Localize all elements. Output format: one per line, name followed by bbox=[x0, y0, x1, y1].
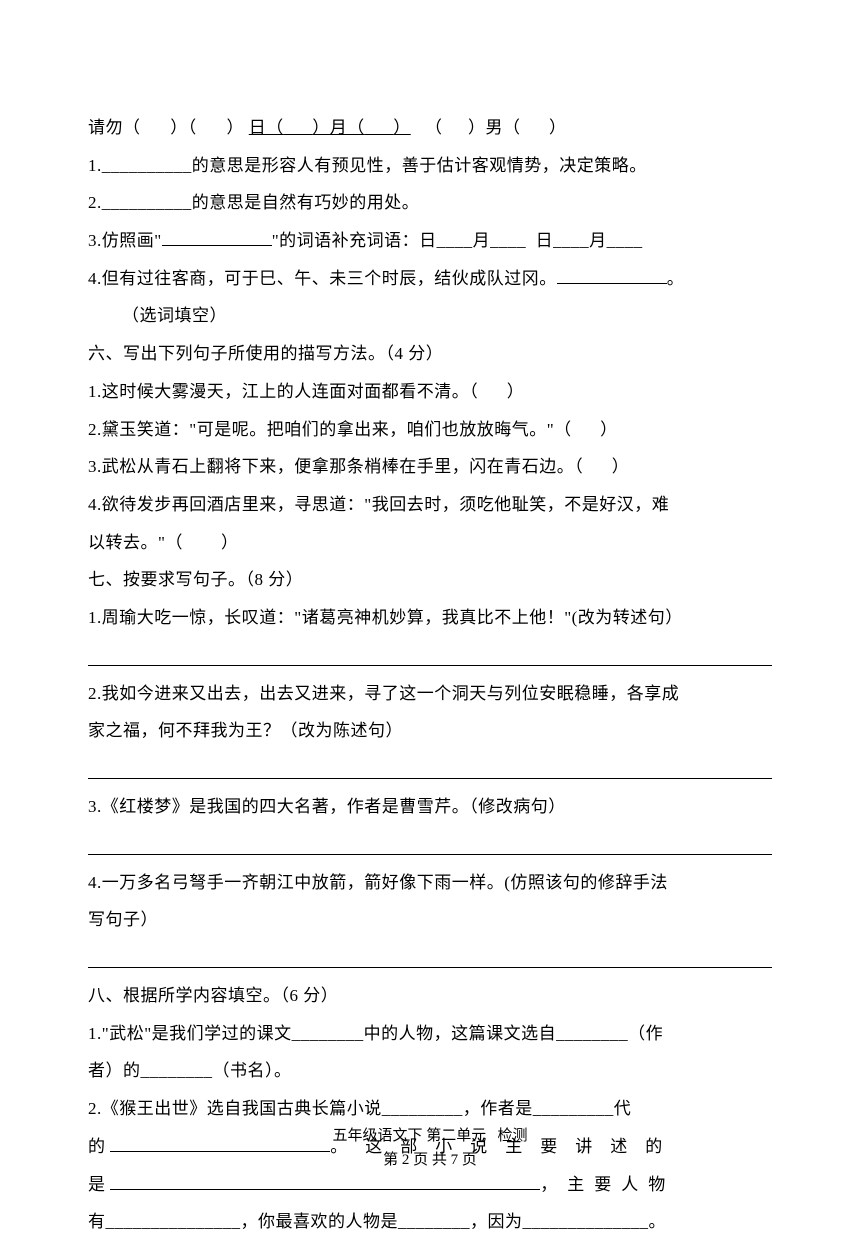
q3-blank[interactable] bbox=[162, 229, 272, 246]
s6-3: 3.武松从青石上翻将下来，便拿那条梢棒在手里，闪在青石边。（ ） bbox=[88, 449, 772, 485]
s7-2a: 2.我如今进来又出去，出去又进来，寻了这一个洞天与列位安眠稳睡，各享成 bbox=[88, 676, 772, 712]
s8-1a: 1."武松"是我们学过的课文________中的人物，这篇课文选自_______… bbox=[88, 1016, 772, 1052]
s6-2: 2.黛玉笑道："可是呢。把咱们的拿出来，咱们也放放晦气。"（ ） bbox=[88, 412, 772, 448]
s7-3: 3.《红楼梦》是我国的四大名著，作者是曹雪芹。（修改病句） bbox=[88, 789, 772, 825]
answer-line-3[interactable] bbox=[88, 831, 772, 855]
q4b: （选词填空） bbox=[88, 298, 772, 334]
s6-4a: 4.欲待发步再回酒店里来，寻思道："我回去时，须吃他耻笑，不是好汉，难 bbox=[88, 487, 772, 523]
s6-4b: 以转去。"（ ） bbox=[88, 525, 772, 561]
s7-1: 1.周瑜大吃一惊，长叹道："诸葛亮神机妙算，我真比不上他！"(改为转述句） bbox=[88, 600, 772, 636]
s6-1: 1.这时候大雾漫天，江上的人连面对面都看不清。（ ） bbox=[88, 374, 772, 410]
section-7-title: 七、按要求写句子。（8 分） bbox=[88, 562, 772, 598]
section-8-title: 八、根据所学内容填空。（6 分） bbox=[88, 978, 772, 1014]
q4a: 4.但有过往客商，可于巳、午、未三个时辰，结伙成队过冈。。 bbox=[88, 261, 772, 297]
s8-2a: 2.《猴王出世》选自我国古典长篇小说_________，作者是_________… bbox=[88, 1091, 772, 1127]
s8-1b: 者）的________（书名）。 bbox=[88, 1053, 772, 1089]
q1: 1.__________的意思是形容人有预见性，善于估计客观情势，决定策略。 bbox=[88, 148, 772, 184]
answer-line-4[interactable] bbox=[88, 944, 772, 968]
s7-4a: 4.一万多名弓弩手一齐朝江中放箭，箭好像下雨一样。(仿照该句的修辞手法 bbox=[88, 865, 772, 901]
footer-line-1: 五年级语文下 第二单元 检测 bbox=[0, 1124, 860, 1148]
s7-4b: 写句子） bbox=[88, 902, 772, 938]
q4-blank[interactable] bbox=[557, 267, 667, 284]
footer-line-2: 第 2 页 共 7 页 bbox=[0, 1148, 860, 1172]
answer-line-2[interactable] bbox=[88, 755, 772, 779]
underlined-example: 日（ ）月（ ） bbox=[249, 118, 411, 137]
top-fill-line: 请勿（ ）（ ） 日（ ）月（ ） （ ）男（ ） bbox=[88, 110, 772, 146]
section-6-title: 六、写出下列句子所使用的描写方法。（4 分） bbox=[88, 336, 772, 372]
s8-2d: 有_______________，你最喜欢的人物是________，因为____… bbox=[88, 1204, 772, 1240]
top-pre: 请勿 bbox=[88, 118, 123, 137]
s7-2b: 家之福，何不拜我为王？（改为陈述句） bbox=[88, 713, 772, 749]
s8-2c-blank[interactable] bbox=[110, 1173, 540, 1190]
page-footer: 五年级语文下 第二单元 检测 第 2 页 共 7 页 bbox=[0, 1124, 860, 1172]
q2: 2.__________的意思是自然有巧妙的用处。 bbox=[88, 185, 772, 221]
q3: 3.仿照画""的词语补充词语：日____月____ 日____月____ bbox=[88, 223, 772, 259]
answer-line-1[interactable] bbox=[88, 642, 772, 666]
